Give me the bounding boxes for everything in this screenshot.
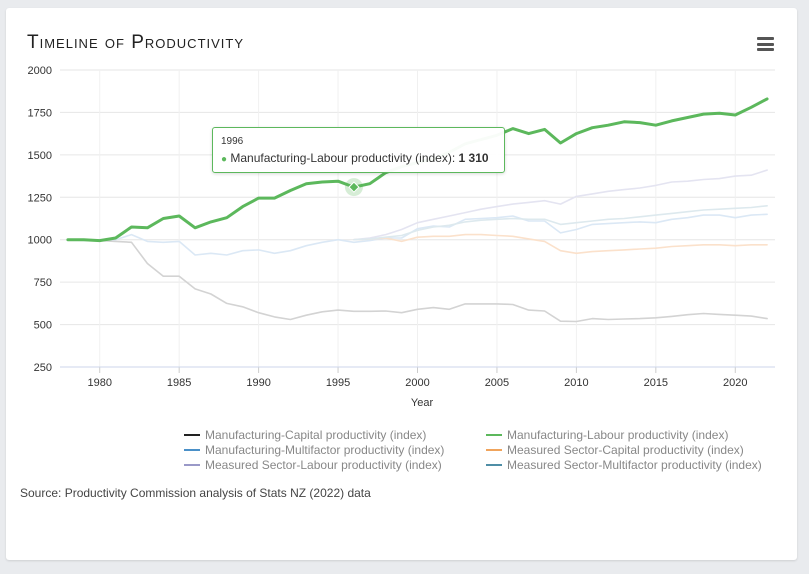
x-tick-label: 1990 <box>246 377 270 389</box>
legend-item[interactable]: Manufacturing-Labour productivity (index… <box>507 428 728 442</box>
y-tick-label: 1000 <box>28 235 52 247</box>
x-tick-label: 2005 <box>485 377 509 389</box>
y-tick-label: 500 <box>34 320 52 332</box>
series-line-3[interactable] <box>353 233 768 255</box>
y-tick-label: 750 <box>34 277 52 289</box>
chart-title: Timeline of Productivity <box>27 32 245 53</box>
x-tick-label: 2000 <box>405 377 429 389</box>
legend-item[interactable]: Measured Sector-Labour productivity (ind… <box>205 458 442 472</box>
x-tick-label: 1985 <box>167 377 191 389</box>
highlight-marker <box>344 178 363 197</box>
tooltip: 1996 ● Manufacturing-Labour productivity… <box>212 127 505 173</box>
y-tick-label: 2000 <box>28 65 52 77</box>
legend: Manufacturing-Capital productivity (inde… <box>184 428 762 472</box>
x-tick-label: 2010 <box>564 377 588 389</box>
x-tick-label: 2020 <box>723 377 747 389</box>
series-line-2[interactable] <box>67 213 768 256</box>
series-line-5[interactable] <box>353 205 768 241</box>
x-axis-title: Year <box>411 397 434 409</box>
tooltip-series: Manufacturing-Labour productivity (index… <box>230 151 452 165</box>
tooltip-line: ● Manufacturing-Labour productivity (ind… <box>221 151 489 165</box>
tooltip-dot: ● <box>221 154 228 165</box>
legend-item[interactable]: Manufacturing-Multifactor productivity (… <box>205 443 444 457</box>
x-tick-label: 2015 <box>644 377 668 389</box>
series-line-4[interactable] <box>353 169 768 241</box>
legend-item[interactable]: Measured Sector-Capital productivity (in… <box>507 443 744 457</box>
source-note: Source: Productivity Commission analysis… <box>20 486 371 500</box>
menu-icon[interactable] <box>757 37 774 51</box>
y-tick-label: 1250 <box>28 192 52 204</box>
x-tick-label: 1995 <box>326 377 350 389</box>
y-tick-label: 1500 <box>28 150 52 162</box>
tooltip-year: 1996 <box>221 136 244 147</box>
x-tick-label: 1980 <box>87 377 111 389</box>
y-axis: 250 500 750 1000 1250 1500 1750 2000 <box>28 65 52 374</box>
tooltip-value: 1 310 <box>458 151 489 165</box>
legend-item[interactable]: Manufacturing-Capital productivity (inde… <box>205 428 426 442</box>
legend-item[interactable]: Measured Sector-Multifactor productivity… <box>507 458 762 472</box>
highlight-point[interactable] <box>348 181 360 193</box>
y-tick-label: 1750 <box>28 107 52 119</box>
y-tick-label: 250 <box>34 362 52 374</box>
chart-card: Timeline of Productivity <box>6 8 797 560</box>
x-axis: 1980 1985 1990 1995 2000 2005 2010 2015 2020 <box>60 366 775 389</box>
series-line-0[interactable] <box>67 238 768 323</box>
